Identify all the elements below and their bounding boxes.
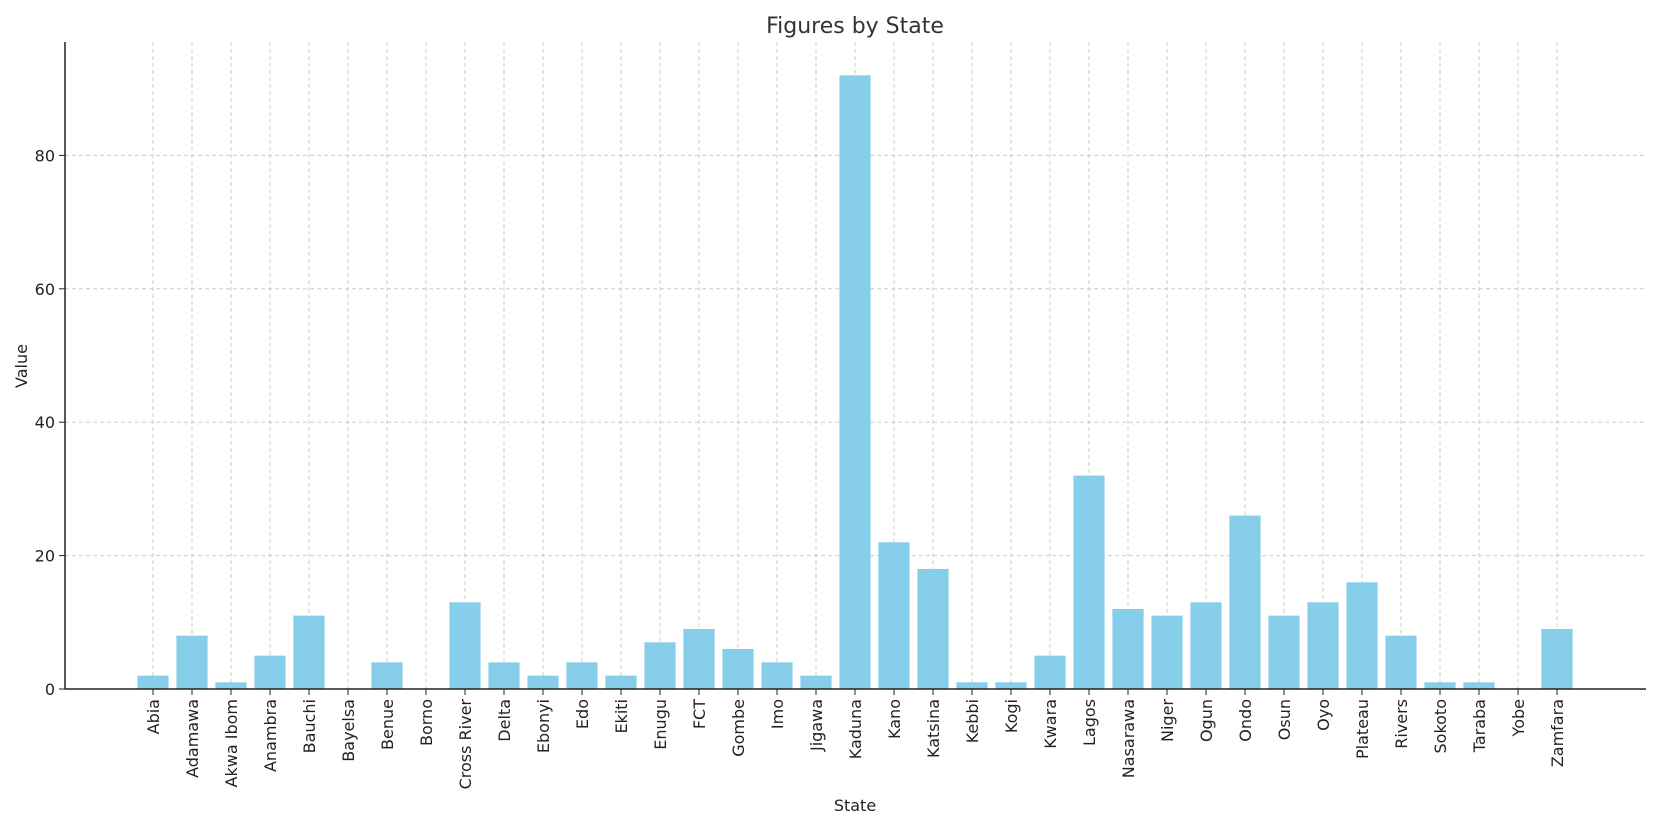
bar-katsina — [917, 568, 949, 689]
bar-oyo — [1307, 602, 1339, 689]
x-axis-label: State — [834, 796, 876, 815]
y-tick-label: 80 — [35, 146, 55, 165]
bar-bauchi — [293, 615, 325, 689]
bar-fct — [683, 628, 715, 689]
y-ticks: 0 20 40 60 80 — [35, 146, 65, 699]
x-tick-label: Kaduna — [846, 699, 865, 759]
bar-kwara — [1034, 655, 1066, 689]
bars — [137, 75, 1573, 689]
x-tick-label: Oyo — [1314, 699, 1333, 731]
bar-plateau — [1346, 582, 1378, 689]
bar-niger — [1151, 615, 1183, 689]
y-tick-label: 40 — [35, 413, 55, 432]
x-tick-label: Rivers — [1392, 699, 1411, 749]
x-tick-label: Taraba — [1470, 699, 1489, 753]
bar-sokoto — [1424, 682, 1456, 689]
x-tick-label: Adamawa — [183, 699, 202, 778]
bar-ekiti — [605, 675, 637, 689]
x-tick-label: Niger — [1158, 699, 1177, 742]
bar-rivers — [1385, 635, 1417, 689]
x-tick-label: Lagos — [1080, 699, 1099, 746]
bar-ebonyi — [527, 675, 559, 689]
x-tick-label: Abia — [144, 699, 163, 734]
x-tick-label: Benue — [378, 699, 397, 750]
bar-osun — [1268, 615, 1300, 689]
x-tick-label: Jigawa — [807, 699, 826, 752]
x-tick-label: Imo — [768, 699, 787, 729]
bar-gombe — [722, 648, 754, 689]
bar-kano — [878, 542, 910, 689]
x-tick-label: Cross River — [456, 699, 475, 790]
x-tick-label: Ondo — [1236, 699, 1255, 742]
bar-zamfara — [1541, 628, 1573, 689]
x-tick-label: Bayelsa — [339, 699, 358, 762]
x-tick-label: Gombe — [729, 699, 748, 757]
bar-kogi — [995, 682, 1027, 689]
x-tick-label: Zamfara — [1548, 699, 1567, 767]
x-tick-label: Delta — [495, 699, 514, 742]
x-tick-label: Enugu — [651, 699, 670, 750]
x-ticks: Abia Adamawa Akwa Ibom Anambra Bauchi Bayelsa… — [144, 689, 1567, 789]
bar-ondo — [1229, 515, 1261, 689]
y-axis-label: Value — [12, 344, 31, 388]
bar-kaduna — [839, 75, 871, 689]
x-tick-label: Plateau — [1353, 699, 1372, 759]
y-tick-label: 20 — [35, 547, 55, 566]
bar-anambra — [254, 655, 286, 689]
x-tick-label: Ekiti — [612, 699, 631, 734]
bar-akwa-ibom — [215, 682, 247, 689]
bar-ogun — [1190, 602, 1222, 689]
x-tick-label: Kogi — [1002, 699, 1021, 733]
bar-delta — [488, 662, 520, 689]
bar-abia — [137, 675, 169, 689]
bar-kebbi — [956, 682, 988, 689]
x-tick-label: Anambra — [261, 699, 280, 772]
x-tick-label: Katsina — [924, 699, 943, 758]
grid — [65, 42, 1646, 690]
x-tick-label: Akwa Ibom — [222, 699, 241, 787]
bar-nasarawa — [1112, 608, 1144, 689]
x-tick-label: Edo — [573, 699, 592, 729]
x-tick-label: Osun — [1275, 699, 1294, 740]
bar-imo — [761, 662, 793, 689]
x-tick-label: Kebbi — [963, 699, 982, 743]
x-tick-label: Borno — [417, 699, 436, 746]
x-tick-label: Bauchi — [300, 699, 319, 753]
bar-edo — [566, 662, 598, 689]
x-tick-label: Sokoto — [1431, 699, 1450, 754]
bar-taraba — [1463, 682, 1495, 689]
bar-benue — [371, 662, 403, 689]
x-tick-label: Ebonyi — [534, 699, 553, 753]
bar-enugu — [644, 642, 676, 689]
y-tick-label: 0 — [45, 680, 55, 699]
x-tick-label: FCT — [690, 699, 709, 729]
x-tick-label: Nasarawa — [1119, 699, 1138, 778]
x-tick-label: Kano — [885, 699, 904, 739]
x-tick-label: Yobe — [1509, 699, 1528, 737]
chart-title: Figures by State — [766, 14, 944, 39]
bar-adamawa — [176, 635, 208, 689]
bar-jigawa — [800, 675, 832, 689]
x-tick-label: Kwara — [1041, 699, 1060, 749]
x-tick-label: Ogun — [1197, 699, 1216, 742]
y-tick-label: 60 — [35, 280, 55, 299]
bar-cross-river — [449, 602, 481, 689]
bar-lagos — [1073, 475, 1105, 689]
